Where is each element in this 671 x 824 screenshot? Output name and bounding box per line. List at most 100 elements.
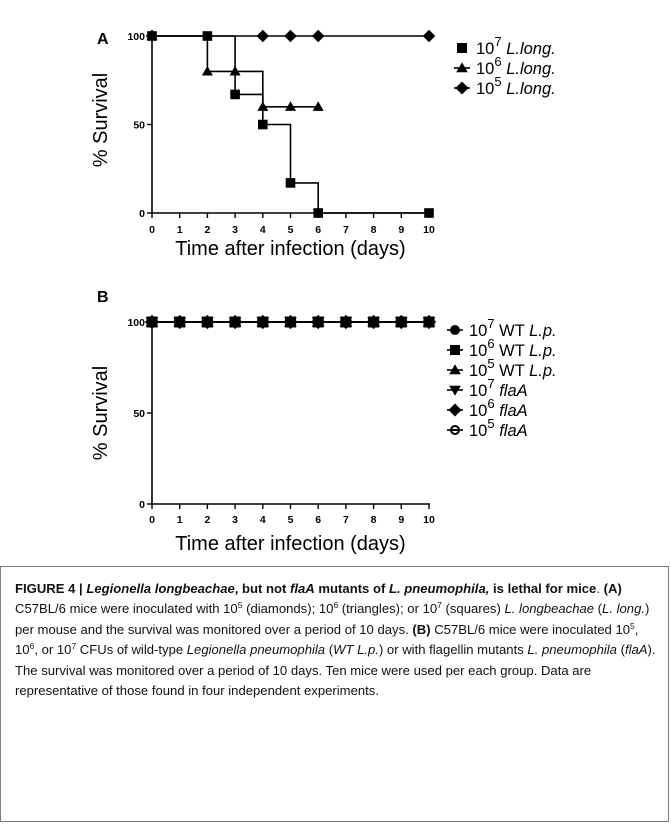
legend-marker bbox=[450, 325, 460, 335]
panel-label: A bbox=[97, 31, 109, 48]
caption-italic-run: WT L.p. bbox=[333, 642, 379, 658]
caption-text-run: ( bbox=[616, 642, 625, 658]
y-axis-label: % Survival bbox=[90, 366, 112, 460]
y-axis-label: % Survival bbox=[90, 73, 112, 167]
caption-title-part: , but not bbox=[234, 581, 291, 596]
data-point bbox=[257, 316, 269, 328]
data-point bbox=[174, 316, 186, 328]
x-tick-label: 4 bbox=[260, 224, 266, 236]
caption-text-run: ) or with flagellin mutants bbox=[378, 642, 528, 658]
x-tick-label: 5 bbox=[288, 224, 294, 236]
x-tick-label: 3 bbox=[232, 514, 238, 526]
caption-italic-run: L. longbeachae bbox=[504, 601, 595, 617]
caption-title-genus: Legionella longbeachae bbox=[86, 581, 235, 596]
legend-label: 106 flaA bbox=[469, 396, 528, 420]
caption-italic-run: L. long. bbox=[602, 601, 645, 617]
data-point bbox=[201, 316, 213, 328]
y-tick-label: 0 bbox=[139, 208, 145, 220]
data-point bbox=[229, 65, 241, 76]
data-point bbox=[201, 65, 213, 76]
caption-text: FIGURE 4 | Legionella longbeachae, but n… bbox=[15, 579, 659, 701]
x-tick-label: 9 bbox=[398, 514, 404, 526]
y-tick-label: 100 bbox=[127, 31, 145, 43]
legend-label: 105 flaA bbox=[469, 416, 528, 440]
x-tick-label: 8 bbox=[371, 224, 377, 236]
legend-label: 107 flaA bbox=[469, 376, 528, 400]
caption-title-part: mutants of bbox=[314, 581, 389, 596]
legend-marker bbox=[450, 425, 460, 435]
data-point bbox=[258, 119, 268, 130]
x-tick-label: 6 bbox=[315, 224, 321, 236]
data-point bbox=[423, 316, 435, 328]
y-tick-label: 50 bbox=[133, 120, 145, 132]
data-point bbox=[229, 316, 241, 328]
caption-italic-run: flaA bbox=[624, 642, 648, 658]
data-point bbox=[284, 101, 297, 111]
panel-b-chart: B 0 50 100 0 1 2 3 4 5 6 7 8 9 10 Time after infection … bbox=[90, 289, 557, 555]
caption-text-run: , 10 bbox=[15, 621, 639, 658]
legend-marker bbox=[450, 345, 460, 355]
data-point bbox=[230, 89, 240, 100]
data-point bbox=[313, 208, 323, 218]
legend-marker bbox=[449, 364, 461, 375]
data-point bbox=[424, 208, 434, 218]
caption-superscript: 7 bbox=[71, 641, 77, 652]
caption-superscript: 7 bbox=[437, 600, 442, 611]
caption-text-run: (diamonds); 10 bbox=[242, 601, 334, 617]
data-point bbox=[285, 316, 296, 328]
legend-marker bbox=[448, 403, 462, 417]
x-tick-label: 10 bbox=[423, 224, 435, 236]
caption-italic-run: Legionella pneumophila bbox=[186, 642, 326, 658]
caption-title-end: . bbox=[596, 581, 600, 596]
legend-label: 105 WT L.p. bbox=[469, 356, 557, 380]
caption-text-run: C57BL/6 mice were inoculated with 10 bbox=[15, 601, 238, 617]
data-point bbox=[256, 29, 270, 43]
caption-text-run: ( bbox=[594, 601, 603, 617]
legend: 107 WT L.p.106 WT L.p.105 WT L.p.107 fla… bbox=[447, 316, 557, 440]
caption-figure-label: FIGURE 4 | bbox=[15, 581, 87, 596]
figure-caption: FIGURE 4 | Legionella longbeachae, but n… bbox=[0, 566, 669, 822]
data-point bbox=[145, 29, 159, 43]
data-point bbox=[340, 316, 352, 328]
caption-text-run: C57BL/6 mice were inoculated 10 bbox=[430, 621, 631, 637]
x-tick-label: 7 bbox=[343, 224, 349, 236]
caption-text-run: ) per mouse and the survival was monitor… bbox=[15, 601, 650, 637]
caption-superscript: 6 bbox=[29, 641, 35, 652]
x-axis-label: Time after infection (days) bbox=[175, 533, 405, 555]
caption-text-run: ( bbox=[325, 642, 334, 658]
x-tick-label: 9 bbox=[398, 224, 404, 236]
caption-title-species: L. pneumophila, bbox=[388, 581, 490, 596]
caption-title-flaA: flaA bbox=[290, 581, 315, 596]
caption-superscript: 5 bbox=[237, 600, 243, 611]
y-tick-label: 100 bbox=[127, 317, 145, 329]
x-tick-label: 2 bbox=[204, 224, 210, 236]
x-tick-label: 10 bbox=[423, 514, 435, 526]
data-point bbox=[284, 29, 297, 43]
data-point bbox=[368, 316, 380, 328]
legend-marker bbox=[449, 385, 461, 396]
data-point bbox=[422, 29, 436, 43]
caption-italic-run: L. pneumophila bbox=[527, 642, 617, 658]
x-tick-label: 0 bbox=[149, 224, 155, 236]
legend-marker bbox=[455, 81, 469, 95]
legend-label: 106 WT L.p. bbox=[469, 336, 557, 360]
caption-text-run: (squares) bbox=[441, 601, 505, 617]
x-tick-label: 0 bbox=[149, 514, 155, 526]
caption-superscript: 6 bbox=[333, 600, 339, 611]
legend: 107 L.long.106 L.long.105 L.long. bbox=[454, 34, 556, 98]
legend-label: 107 WT L.p. bbox=[469, 316, 557, 340]
y-tick-label: 50 bbox=[133, 408, 145, 420]
y-tick-label: 0 bbox=[139, 499, 145, 511]
legend-label: 105 L.long. bbox=[476, 74, 556, 98]
data-point bbox=[311, 29, 325, 43]
panel-label: B bbox=[97, 289, 109, 306]
data-point bbox=[312, 316, 324, 328]
x-tick-label: 2 bbox=[204, 514, 210, 526]
legend-marker bbox=[456, 62, 468, 73]
caption-text-run: ). The survival was monitored over a per… bbox=[15, 642, 656, 699]
legend-label: 107 L.long. bbox=[476, 34, 556, 58]
data-point bbox=[146, 316, 158, 328]
panel-a-chart: A 0 50 100 0 1 2 3 4 5 6 7 8 9 10 Time after infection … bbox=[90, 29, 556, 260]
caption-superscript: 5 bbox=[630, 620, 635, 631]
x-axis-label: Time after infection (days) bbox=[175, 238, 405, 260]
